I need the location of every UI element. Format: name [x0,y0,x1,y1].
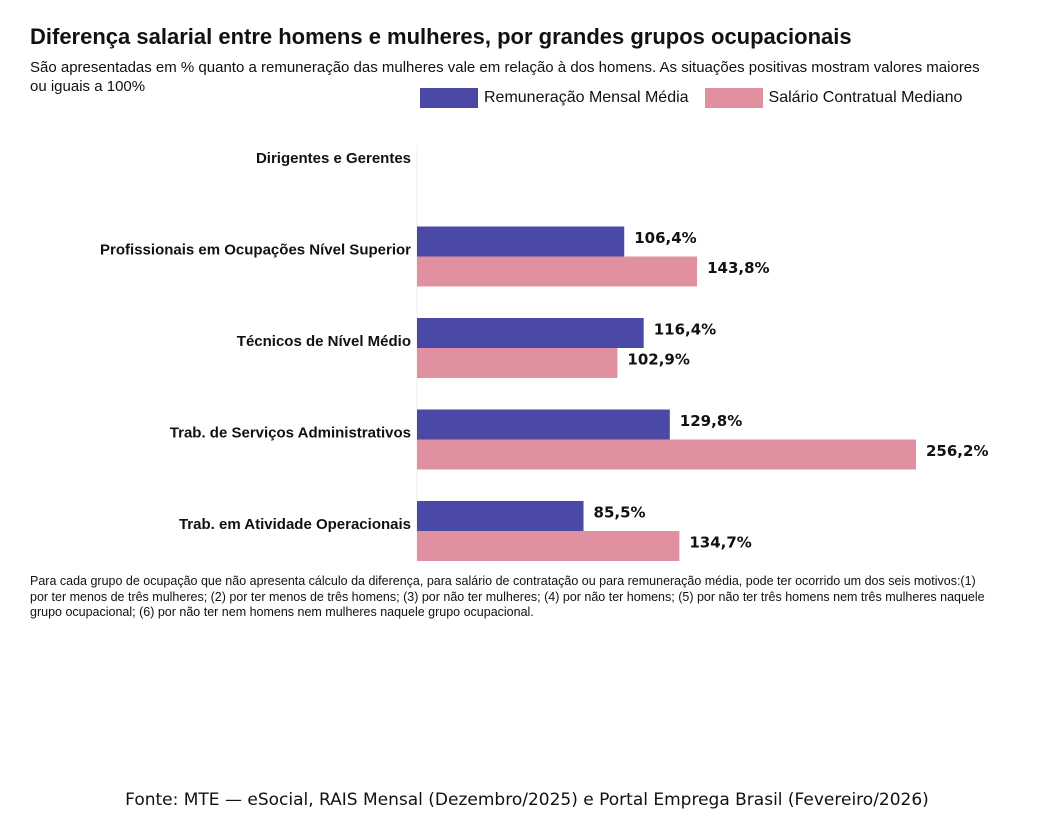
value-label-salario-trab-de-servicos-administrativos: 256,2% [926,442,988,460]
footnote: Para cada grupo de ocupação que não apre… [30,574,985,619]
legend-swatch-salario [704,88,763,108]
bar-chart: Dirigentes e Gerentes Profissionais em Oc… [100,145,988,561]
value-label-remuneracao-profissionais-em-ocupacoes-nivel-superior: 106,4% [634,229,696,247]
bar-salario-trab-de-servicos-administrativos [417,439,916,470]
legend-item-salario: Salário Contratual Mediano [704,88,963,108]
bar-remuneracao-trab-de-servicos-administrativos [417,409,670,440]
bar-remuneracao-trab-em-atividade-operacionais [417,501,584,531]
legend-swatch-remuneracao [420,88,478,108]
legend-label-remuneracao: Remuneração Mensal Média [484,89,689,106]
value-label-salario-trab-em-atividade-operacionais: 134,7% [689,534,751,552]
chart-subtitle: São apresentadas em % quanto a remuneraç… [30,59,980,95]
bar-salario-profissionais-em-ocupacoes-nivel-superior [417,256,698,287]
category-label-profissionais-em-ocupacoes-nivel-superior: Profissionais em Ocupações Nível Superio… [100,241,411,258]
legend: Remuneração Mensal Média Salário Contrat… [420,88,962,108]
bar-salario-tecnicos-de-nivel-medio [417,348,618,378]
value-label-salario-tecnicos-de-nivel-medio: 102,9% [627,351,689,369]
value-label-remuneracao-trab-de-servicos-administrativos: 129,8% [680,412,742,430]
value-label-remuneracao-tecnicos-de-nivel-medio: 116,4% [654,321,716,339]
source-note: Fonte: MTE — eSocial, RAIS Mensal (Dezem… [125,790,929,810]
legend-label-salario: Salário Contratual Mediano [768,89,963,106]
value-label-remuneracao-trab-em-atividade-operacionais: 85,5% [594,504,646,522]
bar-salario-trab-em-atividade-operacionais [417,531,680,561]
legend-item-remuneracao: Remuneração Mensal Média [420,88,689,108]
category-label-trab-de-servicos-administrativos: Trab. de Serviços Administrativos [170,424,411,441]
bar-remuneracao-profissionais-em-ocupacoes-nivel-superior [417,226,625,257]
category-label-trab-em-atividade-operacionais: Trab. em Atividade Operacionais [179,516,411,533]
chart-title: Diferença salarial entre homens e mulher… [30,24,852,49]
category-label-tecnicos-de-nivel-medio: Técnicos de Nível Médio [237,333,411,350]
value-label-salario-profissionais-em-ocupacoes-nivel-superior: 143,8% [707,259,769,277]
category-label-dirigentes-e-gerentes: Dirigentes e Gerentes [256,150,411,167]
bar-remuneracao-tecnicos-de-nivel-medio [417,318,644,348]
